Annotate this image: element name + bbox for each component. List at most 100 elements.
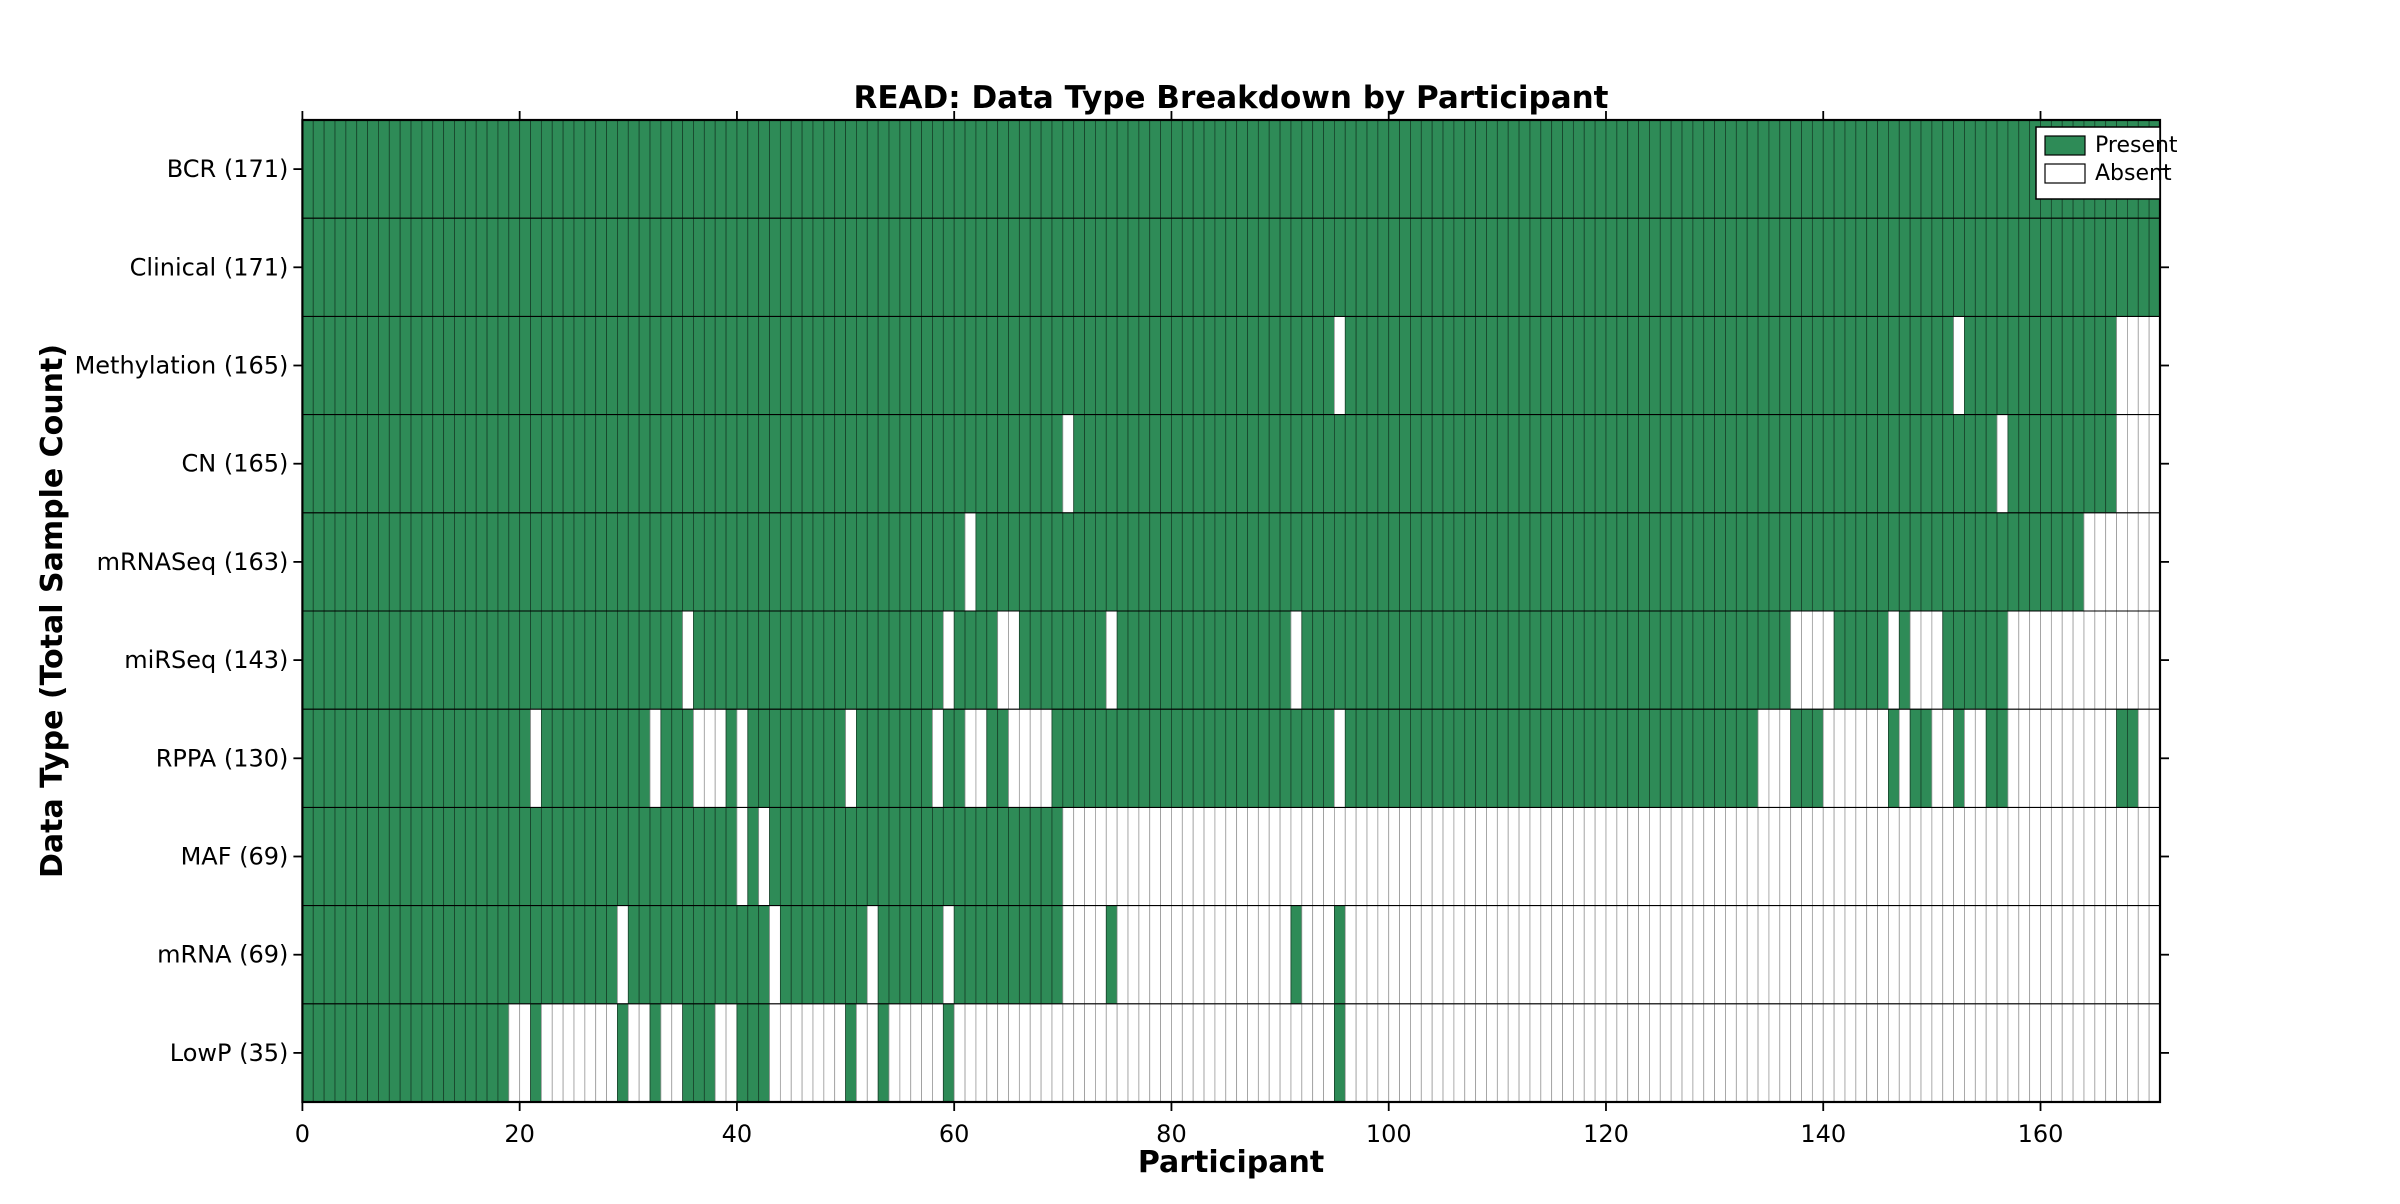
cell <box>573 1003 586 1103</box>
cell <box>1475 119 1487 219</box>
cell <box>1127 905 1140 1005</box>
cell <box>1236 512 1248 612</box>
cell <box>1279 610 1292 710</box>
cell <box>1410 119 1422 219</box>
cell <box>1855 610 1868 710</box>
cell <box>1257 119 1270 219</box>
cell <box>910 708 922 808</box>
cell <box>454 1003 466 1103</box>
cell <box>1334 708 1346 808</box>
cell <box>345 708 358 808</box>
cell <box>1247 315 1259 415</box>
cell <box>823 610 836 710</box>
cell <box>345 119 358 219</box>
cell <box>443 708 455 808</box>
cell <box>769 512 781 612</box>
cell <box>584 708 597 808</box>
cell <box>1877 807 1889 907</box>
cell <box>1344 807 1357 907</box>
cell <box>1073 1003 1085 1103</box>
cell <box>421 414 434 514</box>
cell <box>1029 512 1042 612</box>
cell <box>464 217 477 317</box>
cell <box>1540 905 1553 1005</box>
cell <box>540 708 553 808</box>
cell <box>1735 119 1748 219</box>
cell <box>1399 708 1411 808</box>
cell <box>1866 414 1878 514</box>
cell <box>443 807 455 907</box>
cell <box>573 708 586 808</box>
cell <box>866 905 879 1005</box>
cell <box>845 315 857 415</box>
cell <box>1638 119 1650 219</box>
cell <box>356 315 368 415</box>
cell <box>1659 610 1672 710</box>
cell <box>877 217 890 317</box>
cell <box>2050 414 2063 514</box>
cell <box>1171 119 1183 219</box>
cell <box>964 708 977 808</box>
cell <box>1323 708 1335 808</box>
cell <box>1138 414 1151 514</box>
cell <box>2040 315 2052 415</box>
cell <box>1811 512 1824 612</box>
cell <box>1018 119 1031 219</box>
cell <box>790 315 803 415</box>
cell <box>1974 905 1987 1005</box>
cell <box>1410 905 1422 1005</box>
cell <box>1062 807 1075 907</box>
cell <box>1703 414 1716 514</box>
cell <box>1605 217 1618 317</box>
cell <box>1279 119 1292 219</box>
cell <box>432 119 445 219</box>
cell <box>627 807 640 907</box>
cell <box>2148 610 2161 710</box>
cell <box>1822 512 1835 612</box>
cell <box>334 905 347 1005</box>
cell <box>747 610 760 710</box>
cell <box>1562 1003 1574 1103</box>
cell <box>812 610 825 710</box>
cell <box>2116 315 2128 415</box>
cell <box>617 905 629 1005</box>
cell <box>1008 610 1020 710</box>
cell <box>1225 315 1238 415</box>
cell <box>1116 708 1129 808</box>
cell <box>932 1003 944 1103</box>
cell <box>1746 119 1759 219</box>
cell <box>627 512 640 612</box>
cell <box>953 708 966 808</box>
cell <box>595 905 607 1005</box>
cell <box>671 217 684 317</box>
cell <box>2050 512 2063 612</box>
cell <box>1431 512 1444 612</box>
cell <box>1518 708 1531 808</box>
cell <box>638 414 651 514</box>
cell <box>1518 315 1531 415</box>
cell <box>1627 315 1639 415</box>
cell <box>1334 414 1346 514</box>
cell <box>1920 708 1933 808</box>
cell <box>1486 807 1498 907</box>
cell <box>1855 414 1868 514</box>
cell <box>1192 512 1205 612</box>
cell <box>1323 119 1335 219</box>
cell <box>997 512 1009 612</box>
cell <box>410 610 423 710</box>
cell <box>1898 414 1911 514</box>
cell <box>1659 708 1672 808</box>
cell <box>1312 708 1324 808</box>
cell <box>1257 1003 1270 1103</box>
cell <box>1225 905 1238 1005</box>
cell <box>1746 217 1759 317</box>
cell <box>1909 414 1922 514</box>
cell <box>1149 119 1161 219</box>
cell <box>378 217 390 317</box>
cell <box>551 610 564 710</box>
cell <box>671 1003 684 1103</box>
cell <box>660 807 673 907</box>
cell <box>1051 315 1064 415</box>
cell <box>475 512 488 612</box>
cell <box>530 315 542 415</box>
